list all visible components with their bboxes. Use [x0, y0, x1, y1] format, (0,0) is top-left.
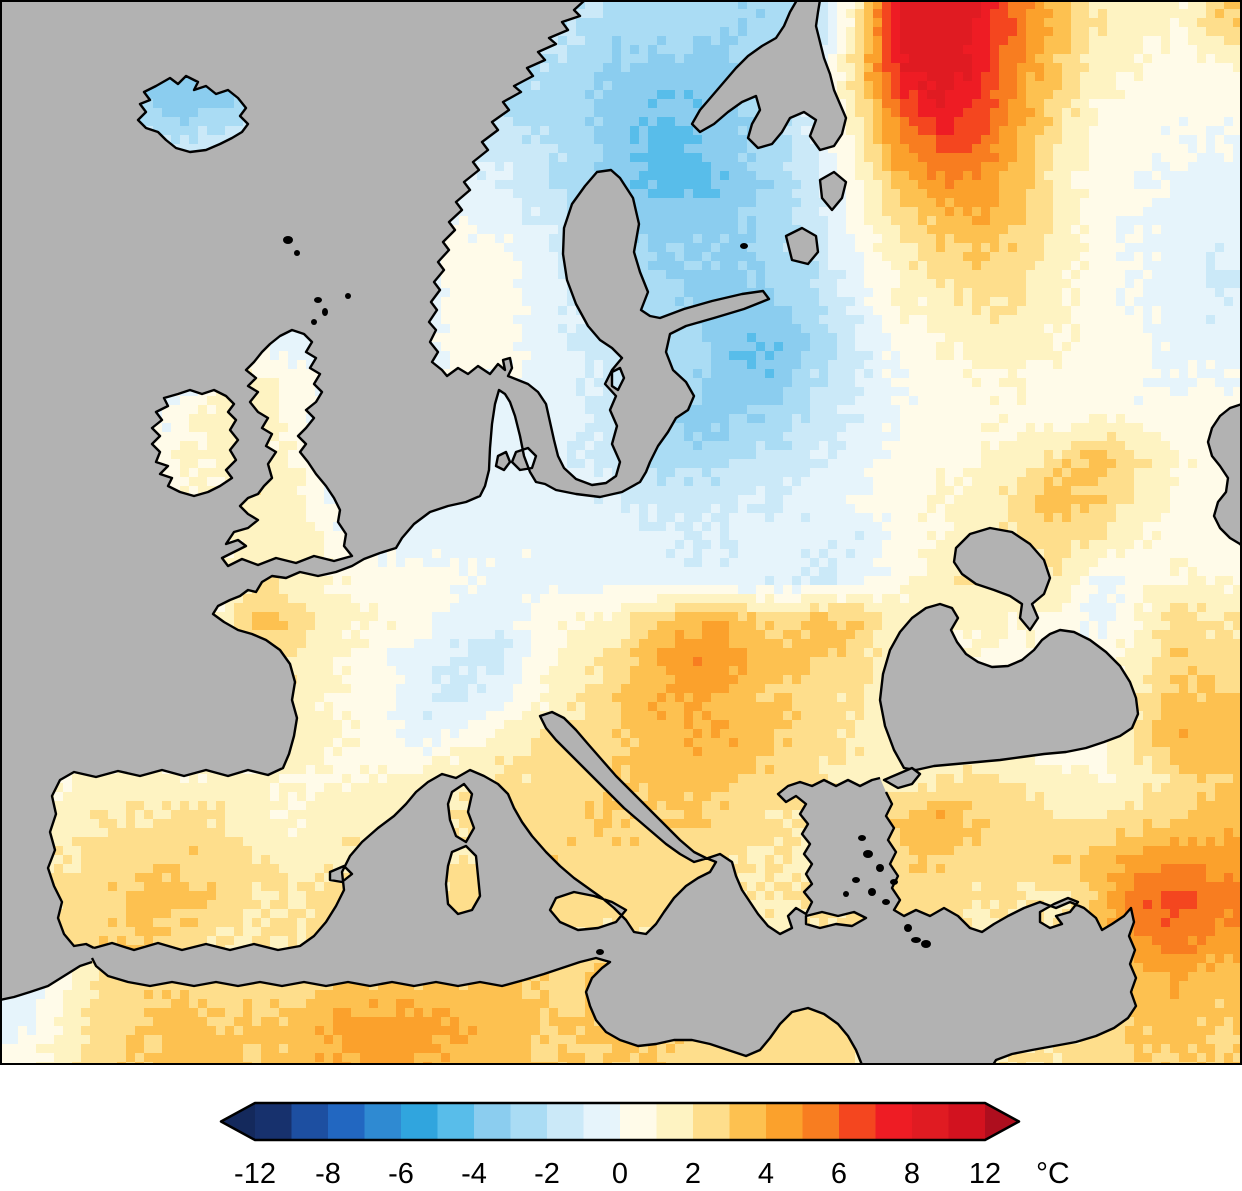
colorbar-segment [291, 1103, 329, 1140]
islet-dot [911, 937, 921, 943]
coastline-sea-of-azov [952, 526, 1052, 632]
colorbar-tick-label: 6 [831, 1158, 847, 1190]
colorbar-tick-label: -2 [534, 1158, 560, 1190]
colorbar-segment [839, 1103, 876, 1140]
sea-fill-sea-of-azov [954, 528, 1050, 630]
coastline-mediterranean-adriatic-aegean [90, 710, 1138, 1065]
colorbar-unit-label: °C [1036, 1157, 1070, 1190]
sea-fill-atlantic-northsea-baltic [0, 0, 769, 1000]
coastline-lake-onega [818, 170, 848, 212]
colorbar-tick-label: 8 [904, 1158, 920, 1190]
temperature-anomaly-map [0, 0, 1242, 1065]
colorbar-segment [985, 1103, 1019, 1140]
islet-dot [904, 924, 912, 932]
islet-dot [921, 940, 931, 948]
islet-dot [868, 888, 876, 896]
islet-dot [852, 877, 860, 883]
islet-dot [863, 850, 873, 858]
colorbar-segment [620, 1103, 657, 1140]
colorbar-segment [729, 1103, 767, 1140]
colorbar-segment [401, 1103, 438, 1140]
sea-fill-mediterranean-adriatic-aegean [92, 712, 1136, 1065]
colorbar-tick-label: 0 [612, 1158, 628, 1190]
colorbar-segment [766, 1103, 803, 1140]
colorbar-segment [437, 1103, 475, 1140]
colorbar-segment [912, 1103, 949, 1140]
sea-fill-sea-of-marmara [884, 768, 920, 788]
islet-dot [876, 864, 884, 872]
islet-dot [311, 319, 317, 325]
colorbar-segment [474, 1103, 511, 1140]
coastline-sea-of-marmara [882, 766, 922, 790]
islet-dot [345, 293, 351, 299]
colorbar-tick-label: -8 [315, 1158, 341, 1190]
coastline-atlantic-northsea-baltic [0, 0, 771, 1002]
colorbar-tick-label: 2 [685, 1158, 701, 1190]
colorbar-segment [693, 1103, 730, 1140]
coastline-white-sea [690, 0, 848, 152]
colorbar-tick-label: -4 [461, 1158, 487, 1190]
coastline-black-sea [878, 602, 1140, 772]
colorbar-segment [510, 1103, 548, 1140]
islet-dot [858, 835, 866, 841]
islet-dot [890, 879, 898, 885]
colorbar-tick-label: -12 [234, 1158, 276, 1190]
colorbar-segment [255, 1103, 292, 1140]
islet-dot [596, 949, 604, 955]
islet-dot [314, 297, 322, 303]
sea-fill-white-sea [692, 0, 846, 150]
colorbar-segment [583, 1103, 621, 1140]
colorbar-segment [802, 1103, 840, 1140]
colorbar-segment [364, 1103, 402, 1140]
islet-dot [283, 236, 293, 244]
coastline-lake-ladoga [784, 226, 820, 266]
islet-dot [294, 250, 300, 256]
colorbar-outline [219, 1101, 1021, 1142]
colorbar-tick-label: -6 [388, 1158, 414, 1190]
islet-dot [843, 891, 849, 897]
colorbar: -12 -8 -6 -4 -2 0 2 4 6 8 12 °C [219, 1101, 1070, 1190]
map-border [0, 0, 1242, 1065]
islet-dot [882, 899, 890, 905]
coastline-caspian-sea [1206, 402, 1242, 547]
colorbar-segment [656, 1103, 694, 1140]
sea-fill-black-sea [880, 604, 1138, 770]
colorbar-segment [328, 1103, 365, 1140]
sea-fill-lake-ladoga [786, 228, 818, 264]
colorbar-tick-label: 12 [969, 1158, 1001, 1190]
colorbar-segment [547, 1103, 584, 1140]
colorbar-segment [875, 1103, 913, 1140]
colorbar-tick-label: 4 [758, 1158, 774, 1190]
coastline-overlay [0, 0, 1242, 1065]
islet-dot [740, 243, 748, 249]
colorbar-segment [221, 1103, 255, 1140]
islet-dot [322, 308, 328, 316]
colorbar-segment [948, 1103, 986, 1140]
